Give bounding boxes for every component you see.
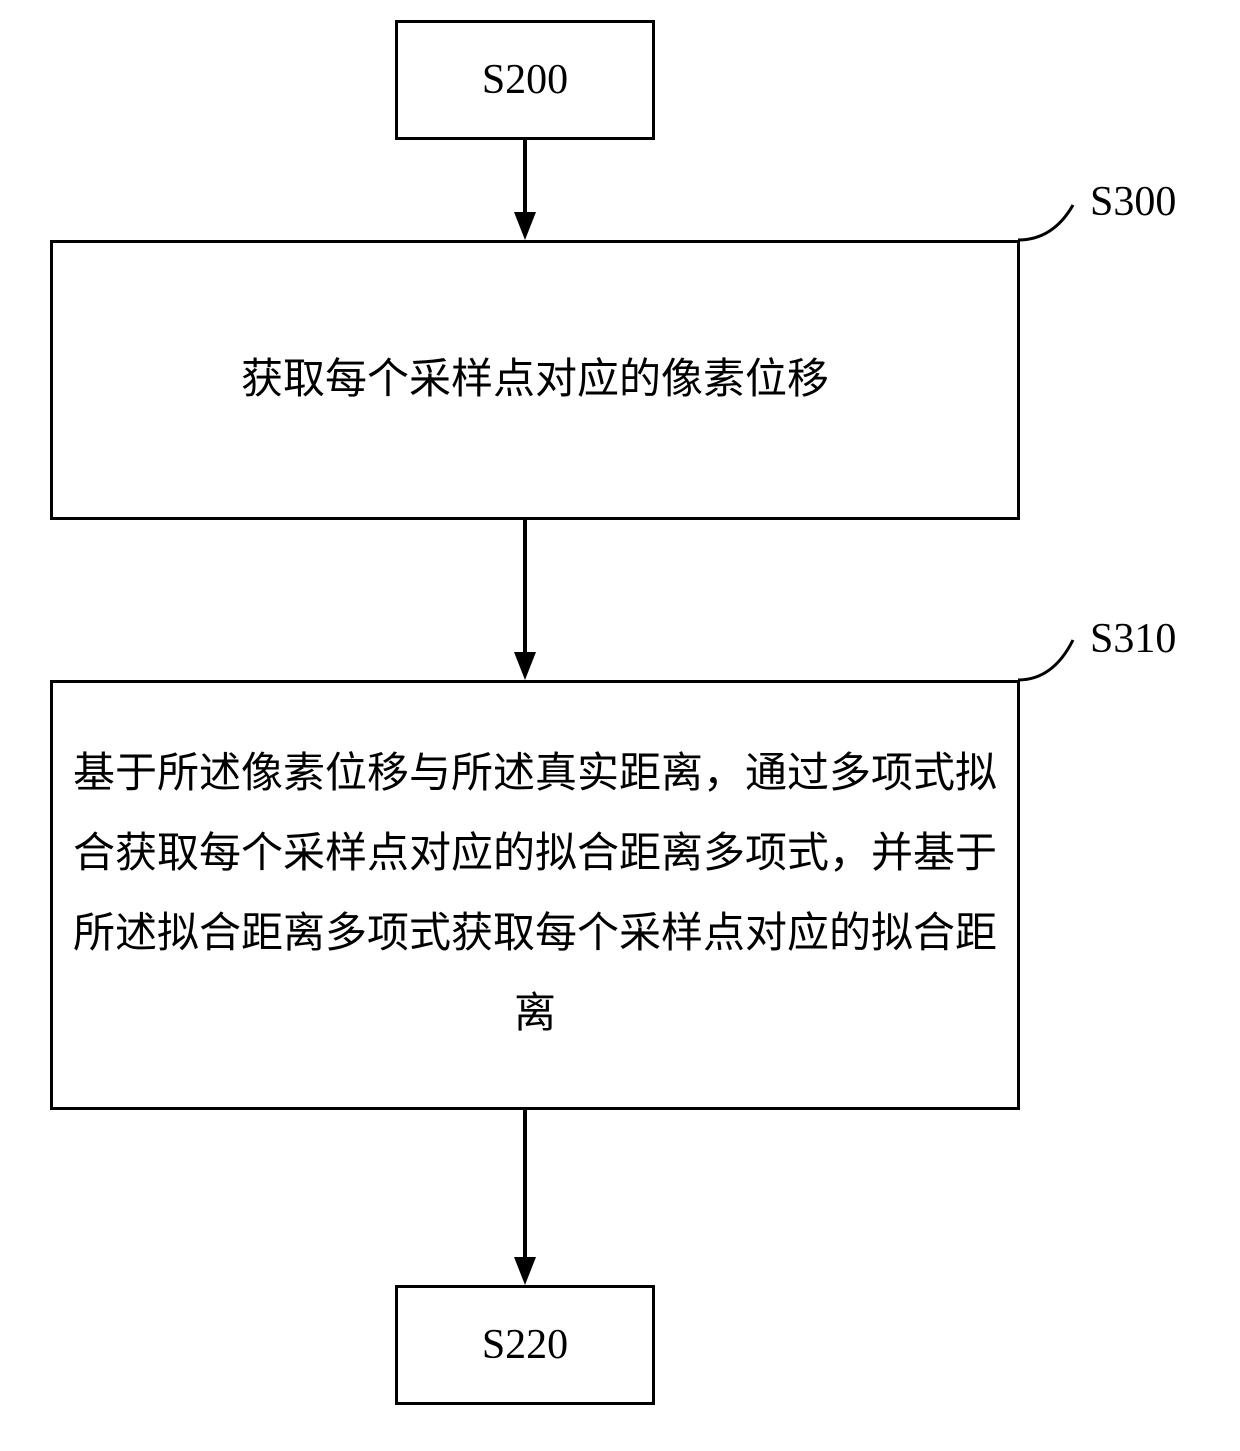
node-s200: S200 (395, 20, 655, 140)
callout-s310-label: S310 (1090, 615, 1176, 663)
callout-s300-curve (1018, 200, 1088, 250)
edge-s200-s300-line (523, 140, 527, 215)
node-s220-label: S220 (482, 1314, 568, 1377)
callout-s310-curve (1018, 635, 1088, 690)
edge-s310-s220-line (523, 1110, 527, 1260)
edge-s300-s310-line (523, 520, 527, 655)
edge-s310-s220-arrow (514, 1257, 536, 1285)
callout-s300-label: S300 (1090, 178, 1176, 226)
node-s300-label: 获取每个采样点对应的像素位移 (241, 349, 829, 412)
node-s310-label: 基于所述像素位移与所述真实距离，通过多项式拟合获取每个采样点对应的拟合距离多项式… (73, 735, 997, 1054)
node-s220: S220 (395, 1285, 655, 1405)
edge-s200-s300-arrow (514, 212, 536, 240)
node-s300: 获取每个采样点对应的像素位移 (50, 240, 1020, 520)
edge-s300-s310-arrow (514, 652, 536, 680)
flowchart-container: S200 S300 获取每个采样点对应的像素位移 S310 基于所述像素位移与所… (0, 0, 1240, 1451)
node-s200-label: S200 (482, 49, 568, 112)
node-s310: 基于所述像素位移与所述真实距离，通过多项式拟合获取每个采样点对应的拟合距离多项式… (50, 680, 1020, 1110)
